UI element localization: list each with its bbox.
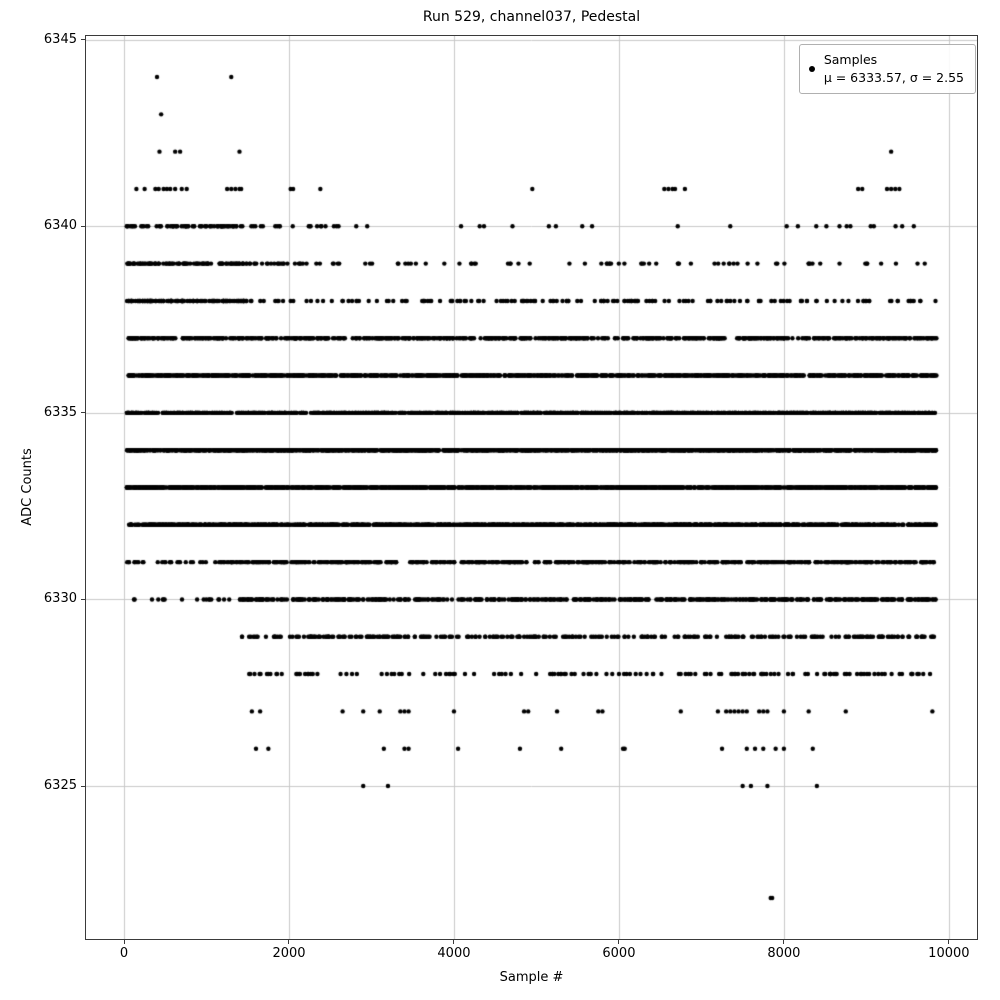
- y-tick-label: 6325: [43, 778, 77, 793]
- y-tick: [81, 598, 85, 600]
- x-tick-label: 10000: [928, 946, 970, 961]
- x-tick: [948, 940, 950, 944]
- samples-marker-icon: [808, 66, 815, 73]
- y-tick-label: 6345: [43, 31, 77, 47]
- x-tick: [288, 940, 290, 944]
- x-tick: [453, 940, 455, 944]
- y-axis-label: ADC Counts: [20, 448, 35, 526]
- legend-label-samples: Samples: [823, 52, 878, 67]
- y-tick: [81, 412, 85, 414]
- x-tick-label: 0: [119, 946, 129, 961]
- y-tick: [81, 785, 85, 787]
- y-tick-label: 6330: [43, 591, 77, 607]
- x-tick: [618, 940, 620, 944]
- y-tick: [81, 225, 85, 227]
- x-tick-label: 8000: [767, 946, 801, 961]
- plot-area: [85, 35, 978, 940]
- y-tick-label: 6335: [43, 404, 77, 420]
- x-tick: [123, 940, 125, 944]
- x-tick-label: 2000: [272, 946, 306, 961]
- x-axis-label: Sample #: [499, 970, 564, 985]
- legend: Samples μ = 6333.57, σ = 2.55: [798, 44, 976, 95]
- x-tick-label: 6000: [602, 946, 636, 961]
- x-tick: [783, 940, 785, 944]
- chart-title: Run 529, channel037, Pedestal: [422, 9, 641, 25]
- y-tick-label: 6340: [43, 218, 77, 234]
- x-tick-label: 4000: [437, 946, 471, 961]
- legend-label-stats: μ = 6333.57, σ = 2.55: [823, 70, 964, 86]
- legend-text: Samples μ = 6333.57, σ = 2.55: [824, 51, 964, 87]
- scatter-canvas: [86, 36, 977, 939]
- y-tick: [81, 39, 85, 41]
